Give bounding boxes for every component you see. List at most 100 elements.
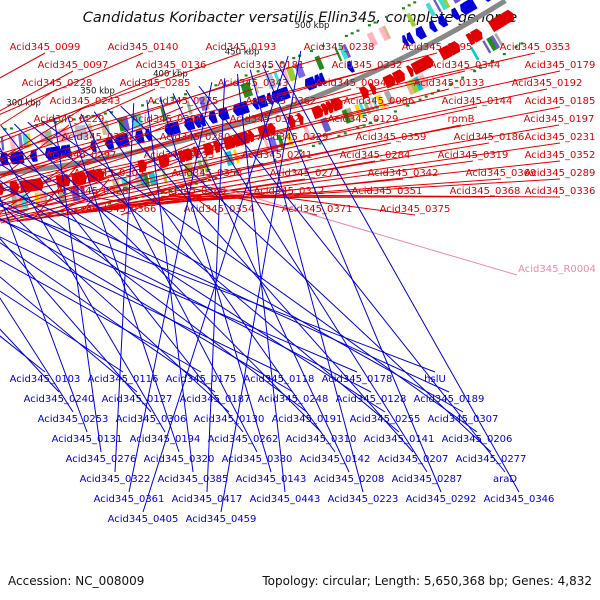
reverse-gene-label: Acid345_0208 [314,474,385,485]
reverse-label-leader [275,60,520,493]
forward-label-leader [169,194,561,198]
forward-gene-label: Acid345_0344 [430,60,501,71]
forward-gene-label: Acid345_0275 [148,96,219,107]
forward-gene-label: Acid345_0243 [50,96,121,107]
reverse-label-leader [262,65,442,493]
reverse-label-leader [0,179,308,413]
feature-block [143,173,151,188]
feature-block [366,31,379,47]
forward-label-leader [0,106,380,207]
kbp-label: 350 kbp [80,87,115,97]
reverse-gene-arrow [305,76,318,91]
reverse-label-leader [0,276,138,393]
reverse-label-leader [0,290,124,373]
marker-dot [161,190,165,194]
forward-gene-arrow [382,73,396,89]
reverse-label-leader [128,82,213,493]
marker-dot [91,114,95,118]
feature-block [26,133,32,148]
marker-dot [520,42,524,45]
forward-label-leader [0,106,86,160]
feature-block [160,107,167,122]
marker-dot [356,126,360,130]
reverse-gene-label: Acid345_0346 [484,494,555,505]
feature-block [39,131,47,146]
reverse-label-leader [0,203,230,413]
marker-dot [140,104,144,107]
forward-gene-label: Acid345_0342 [368,168,439,179]
forward-gene-label: Acid345_0312 [254,186,325,197]
marker-dot [343,132,347,135]
forward-label-leader [0,106,478,212]
forward-gene-arrow [212,140,221,154]
reverse-gene-label: Acid345_0310 [286,434,357,445]
forward-label-leader [32,160,82,220]
rna-label-leader [208,183,518,276]
marker-dot [234,171,238,174]
forward-label-leader [200,185,416,216]
marker-dot [344,34,348,38]
feature-block [244,81,254,97]
marker-dot [3,128,7,131]
feature-block [294,62,306,79]
forward-label-leader [8,142,392,223]
marker-dot [81,207,85,210]
forward-label-leader [120,192,178,216]
reverse-label-leader [114,103,135,473]
feature-block [341,108,353,124]
forward-gene-label: Acid345_0358 [172,168,243,179]
feature-block [338,44,350,60]
marker-dot [367,24,371,27]
reverse-label-leader [0,205,436,373]
forward-gene-label: Acid345_0185 [525,96,596,107]
forward-gene-label: Acid345_0280 [160,132,231,143]
reverse-gene-arrow [242,100,250,114]
feature-block [334,47,343,62]
feature-block [74,125,82,141]
forward-gene-arrow [505,9,515,22]
reverse-gene-label: Acid345_0127 [102,394,173,405]
forward-gene-arrow [91,169,99,182]
reverse-gene-arrow [199,114,207,127]
forward-label-leader [184,190,220,216]
reverse-gene-label: Acid345_0385 [158,474,229,485]
marker-dot [188,184,192,187]
forward-gene-label: Acid345_0360 [156,186,227,197]
forward-gene-label: Acid345_0305 [74,168,145,179]
marker-dot [461,76,465,79]
feature-block [404,79,418,96]
forward-gene-arrow [451,41,461,53]
reverse-gene-label: Acid345_0380 [222,454,293,465]
marker-dot [78,117,82,120]
forward-label-leader [0,142,196,222]
forward-gene-label: Acid345_0097 [38,60,109,71]
marker-dot [479,66,483,69]
reverse-gene-arrow [468,0,478,10]
forward-label-leader [0,52,144,115]
reverse-label-leader [0,297,74,413]
feature-block [470,46,480,61]
forward-gene-label: Acid345_0232 [332,60,403,71]
forward-label-leader [0,88,548,205]
marker-dot [47,212,51,215]
reverse-gene-label: Acid345_0194 [130,434,201,445]
forward-gene-label: Acid345_0241 [242,150,313,161]
reverse-label-leader [0,163,386,413]
marker-dot [424,95,428,98]
feature-block [252,79,260,94]
forward-gene-label: Acid345_0295 [402,42,473,53]
forward-label-leader [0,106,282,199]
forward-gene-label: Acid345_0193 [206,42,277,53]
feature-block [148,171,158,187]
marker-dot [436,89,440,92]
forward-gene-arrow [368,82,376,96]
marker-dot [350,32,354,35]
forward-gene-label: Acid345_0129 [328,114,399,125]
forward-gene-label: Acid345_0351 [352,186,423,197]
feature-block [382,25,392,40]
forward-label-leader [0,70,172,143]
marker-dot [171,96,175,99]
reverse-label-leader [67,116,180,453]
feature-block [367,98,376,113]
